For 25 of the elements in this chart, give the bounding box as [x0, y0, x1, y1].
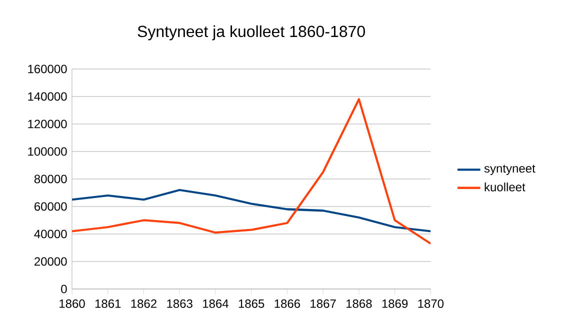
y-tick-label: 60000: [34, 202, 67, 211]
x-tick-label: 1862: [131, 299, 156, 308]
y-tick-label: 140000: [28, 92, 67, 101]
y-tick-label: 120000: [28, 120, 67, 128]
legend-label: kuolleet: [484, 182, 526, 192]
y-tick-label: 100000: [28, 147, 67, 156]
x-tick-label: 1869: [382, 299, 408, 308]
x-tick-label: 1865: [238, 299, 264, 308]
y-tick-label: 160000: [28, 64, 67, 74]
chart-title: Syntyneet ja kuolleet 1860-1870: [138, 25, 365, 40]
x-tick-label: 1867: [310, 299, 336, 308]
x-tick-label: 1866: [274, 299, 300, 308]
y-tick-label: 0: [61, 284, 67, 294]
x-tick-label: 1868: [346, 299, 372, 308]
y-tick-label: 40000: [34, 230, 67, 238]
y-tick-label: 20000: [34, 257, 67, 266]
legend-label: syntyneet: [484, 164, 536, 176]
x-tick-label: 1864: [203, 299, 228, 308]
x-tick-label: 1870: [418, 299, 444, 308]
line-series: [72, 98, 431, 245]
x-tick-label: 1861: [95, 299, 121, 308]
y-tick-label: 80000: [34, 174, 67, 184]
x-tick-label: 1863: [167, 299, 192, 308]
x-tick-label: 1860: [60, 299, 85, 308]
line-series: [72, 188, 431, 232]
